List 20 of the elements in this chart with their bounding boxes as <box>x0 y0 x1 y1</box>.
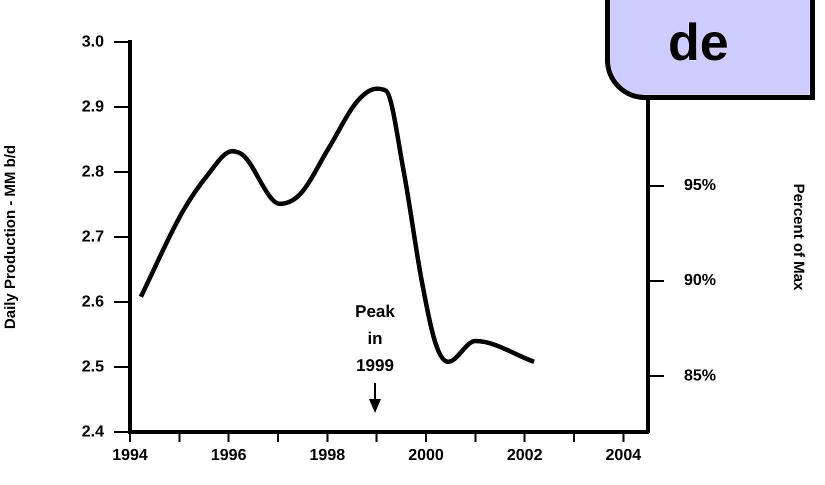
y-tick-label: 2.7 <box>82 228 104 246</box>
y2-tick-label: 85% <box>684 367 716 384</box>
x-tick-label: 1996 <box>210 447 247 464</box>
annotation: Peak in 1999 <box>354 301 396 377</box>
y-axis-title: Daily Production - MM b/d <box>2 144 20 330</box>
x-tick-label: 2000 <box>408 447 444 464</box>
y2-tick-label: 90% <box>684 272 716 290</box>
x-tick-label: 2002 <box>506 447 543 464</box>
y-tick-label: 2.8 <box>82 163 104 180</box>
y-tick-label: 2.5 <box>82 358 104 376</box>
y2-tick-label: 95% <box>684 177 716 194</box>
x-tick-label: 1994 <box>112 447 148 464</box>
y-tick-label: 3.0 <box>82 33 104 50</box>
y-tick-label: 2.6 <box>82 293 104 310</box>
y-tick-label: 2.4 <box>82 423 104 440</box>
x-tick-label: 2004 <box>606 447 642 464</box>
x-tick-label: 1998 <box>310 447 346 464</box>
callout-box: de <box>605 0 815 100</box>
y2-axis-title: Percent of Max <box>790 184 807 292</box>
y-tick-label: 2.9 <box>82 98 104 116</box>
